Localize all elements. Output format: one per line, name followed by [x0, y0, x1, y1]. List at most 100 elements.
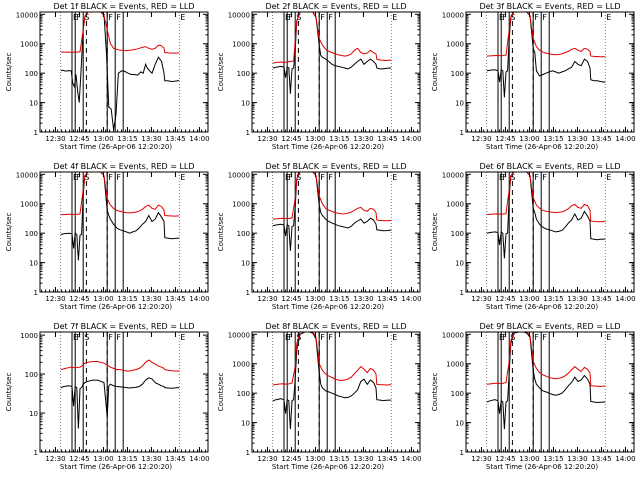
event-marker-label: F [542, 173, 547, 182]
x-tick-label: 13:30 [353, 455, 373, 463]
x-tick-label: 14:00 [189, 135, 209, 143]
x-axis-label: Start Time (26-Apr-06 12:20:20) [272, 463, 384, 471]
x-tick-label: 13:30 [567, 135, 587, 143]
x-tick-label: 12:30 [471, 135, 491, 143]
event-marker-label: E [499, 333, 504, 342]
x-tick-label: 13:00 [305, 455, 325, 463]
event-marker-label: E [73, 333, 78, 342]
y-axis-label: Counts/sec [5, 213, 13, 252]
event-marker-label: F [76, 333, 81, 342]
y-axis-label: Counts/sec [217, 213, 225, 252]
lld-series-line [486, 332, 606, 387]
y-tick-label: 1000 [446, 41, 464, 49]
lld-series-line [60, 172, 180, 217]
x-tick-label: 12:30 [471, 295, 491, 303]
events-series-line [486, 172, 606, 259]
event-marker-label: F [328, 173, 333, 182]
y-tick-label: 1000 [20, 332, 38, 340]
y-tick-label: 10 [29, 410, 38, 418]
x-tick-label: 12:30 [471, 455, 491, 463]
event-marker-label: E [606, 333, 611, 342]
event-marker-label: F [76, 13, 81, 22]
x-tick-label: 12:30 [257, 455, 277, 463]
y-tick-label: 10000 [228, 11, 250, 19]
y-tick-label: 10 [29, 260, 38, 268]
y-tick-label: 100 [237, 390, 250, 398]
x-tick-label: 12:30 [257, 135, 277, 143]
lld-series-line [272, 332, 392, 386]
y-tick-label: 10000 [228, 171, 250, 179]
y-tick-label: 100 [237, 70, 250, 78]
y-tick-label: 1 [34, 449, 38, 457]
event-marker-label: F [502, 333, 507, 342]
plot-frame [39, 171, 209, 293]
panel-title: Det 8f BLACK = Events, RED = LLD [265, 322, 406, 331]
plot-frame [465, 171, 635, 293]
event-marker-label: F [320, 333, 325, 342]
x-tick-label: 13:15 [117, 295, 137, 303]
x-axis-label: Start Time (26-Apr-06 12:20:20) [486, 463, 598, 471]
event-marker-label: E [73, 13, 78, 22]
x-axis-label: Start Time (26-Apr-06 12:20:20) [486, 143, 598, 151]
y-tick-label: 1 [246, 129, 250, 137]
x-tick-label: 13:45 [165, 295, 185, 303]
x-tick-label: 13:15 [329, 295, 349, 303]
x-axis-label: Start Time (26-Apr-06 12:20:20) [486, 303, 598, 311]
x-tick-label: 13:30 [353, 295, 373, 303]
events-series-line [272, 172, 392, 251]
y-tick-label: 100 [25, 371, 38, 379]
events-series-line [272, 12, 392, 94]
x-tick-label: 13:15 [117, 455, 137, 463]
x-tick-label: 12:45 [495, 135, 515, 143]
x-tick-label: 14:00 [189, 295, 209, 303]
x-tick-label: 13:30 [567, 455, 587, 463]
y-tick-label: 1000 [232, 201, 250, 209]
x-tick-label: 14:00 [401, 135, 421, 143]
event-marker-label: F [76, 173, 81, 182]
y-axis-label: Counts/sec [431, 213, 439, 252]
y-tick-label: 10000 [442, 171, 464, 179]
event-marker-label: F [534, 333, 539, 342]
y-tick-label: 1 [460, 289, 464, 297]
x-tick-label: 13:30 [567, 295, 587, 303]
plot-frame [465, 11, 635, 133]
y-tick-label: 100 [237, 230, 250, 238]
y-tick-label: 100 [25, 70, 38, 78]
y-tick-label: 10000 [16, 11, 38, 19]
lld-series-line [486, 172, 606, 223]
y-axis-label: Counts/sec [217, 373, 225, 412]
plot-frame [465, 331, 635, 453]
event-marker-label: F [288, 333, 293, 342]
y-tick-label: 1 [34, 129, 38, 137]
x-tick-label: 13:15 [543, 295, 563, 303]
x-tick-label: 12:30 [45, 455, 65, 463]
panel-title: Det 5f BLACK = Events, RED = LLD [265, 162, 406, 171]
x-tick-label: 12:30 [45, 295, 65, 303]
x-tick-label: 13:45 [591, 295, 611, 303]
x-tick-label: 12:45 [281, 295, 301, 303]
events-series-line [486, 12, 606, 98]
x-tick-label: 13:30 [141, 135, 161, 143]
x-tick-label: 13:45 [165, 135, 185, 143]
event-marker-label: F [320, 173, 325, 182]
event-marker-label: F [116, 173, 121, 182]
y-tick-label: 10000 [228, 331, 250, 339]
y-tick-label: 100 [25, 230, 38, 238]
y-tick-label: 100 [451, 230, 464, 238]
x-tick-label: 13:30 [141, 295, 161, 303]
x-tick-label: 14:00 [615, 295, 635, 303]
x-tick-label: 13:45 [377, 135, 397, 143]
x-tick-label: 12:30 [257, 295, 277, 303]
x-tick-label: 13:00 [519, 455, 539, 463]
event-marker-label: E [499, 173, 504, 182]
x-tick-label: 13:00 [93, 455, 113, 463]
y-tick-label: 10 [455, 100, 464, 108]
plot-frame [39, 331, 209, 453]
y-tick-label: 1 [246, 449, 250, 457]
